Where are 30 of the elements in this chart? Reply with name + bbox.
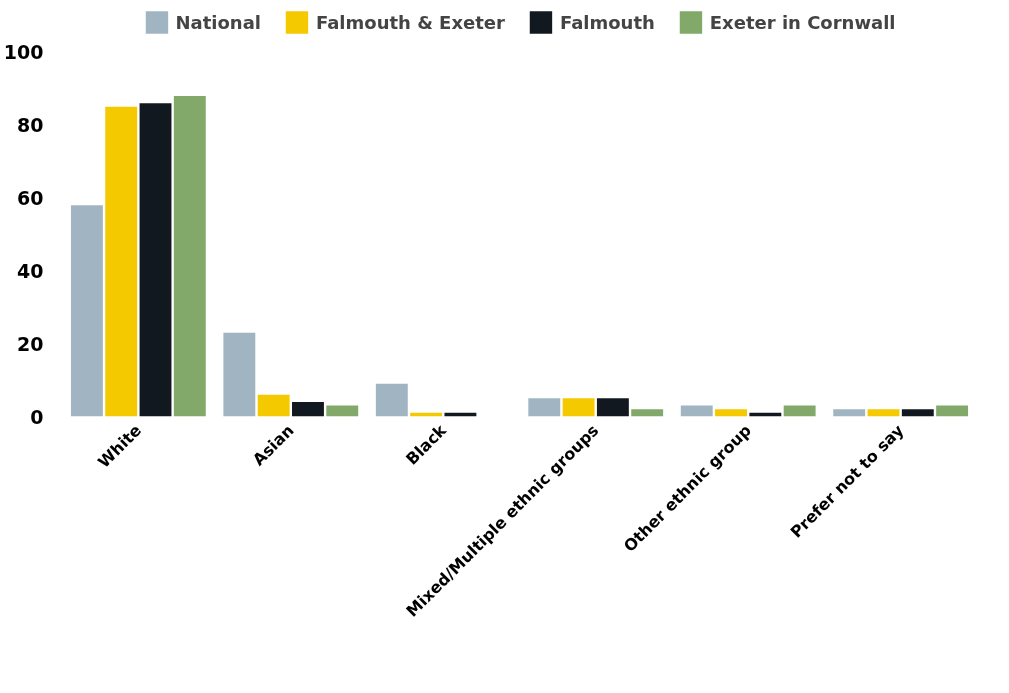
bar — [680, 405, 713, 417]
legend-label: Falmouth & Exeter — [315, 11, 505, 33]
bar — [139, 103, 172, 417]
bar — [223, 332, 256, 417]
bar — [105, 106, 138, 417]
bar — [326, 405, 359, 417]
legend-label: Falmouth — [559, 11, 655, 33]
y-tick-label: 20 — [17, 332, 44, 355]
bar — [936, 405, 969, 417]
bar — [70, 205, 103, 417]
bar — [375, 383, 408, 417]
legend-label: National — [175, 11, 261, 33]
bar — [783, 405, 816, 417]
y-tick-label: 100 — [3, 41, 44, 64]
bar — [901, 409, 934, 417]
bar — [867, 409, 900, 417]
bar — [715, 409, 747, 417]
y-tick-label: 60 — [17, 186, 44, 209]
y-tick-label: 0 — [30, 405, 44, 428]
bar — [173, 95, 206, 417]
bar — [292, 401, 324, 417]
bar — [833, 409, 866, 417]
bar — [596, 398, 629, 417]
bar — [257, 394, 290, 417]
bar — [631, 409, 664, 417]
y-tick-label: 40 — [17, 259, 44, 282]
bar — [528, 398, 561, 417]
legend-label: Exeter in Cornwall — [709, 11, 896, 33]
bar — [562, 398, 595, 417]
y-tick-label: 80 — [17, 114, 44, 137]
